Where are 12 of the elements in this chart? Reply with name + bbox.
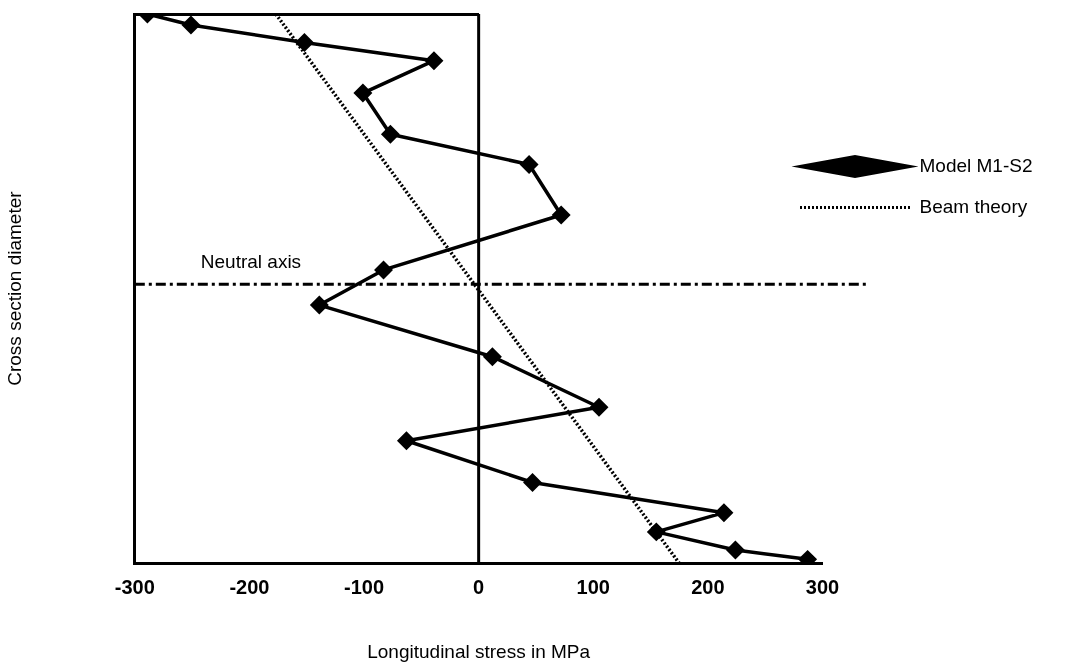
x-axis-title: Longitudinal stress in MPa [367, 640, 591, 662]
x-tick-label: 100 [576, 575, 610, 598]
x-tick-label: 200 [691, 575, 725, 598]
text: Model M1-S2 [919, 154, 1033, 176]
ref-line-label: Neutral axis [200, 250, 302, 272]
x-tick-label: -200 [229, 575, 270, 598]
y-axis-title: Cross section diameter [3, 190, 25, 386]
x-tick-label: -300 [114, 575, 155, 598]
x-tick-label: 0 [473, 575, 485, 598]
text: Beam theory [919, 195, 1028, 217]
x-tick-label: 300 [805, 575, 840, 598]
x-tick-label: -100 [344, 575, 385, 598]
